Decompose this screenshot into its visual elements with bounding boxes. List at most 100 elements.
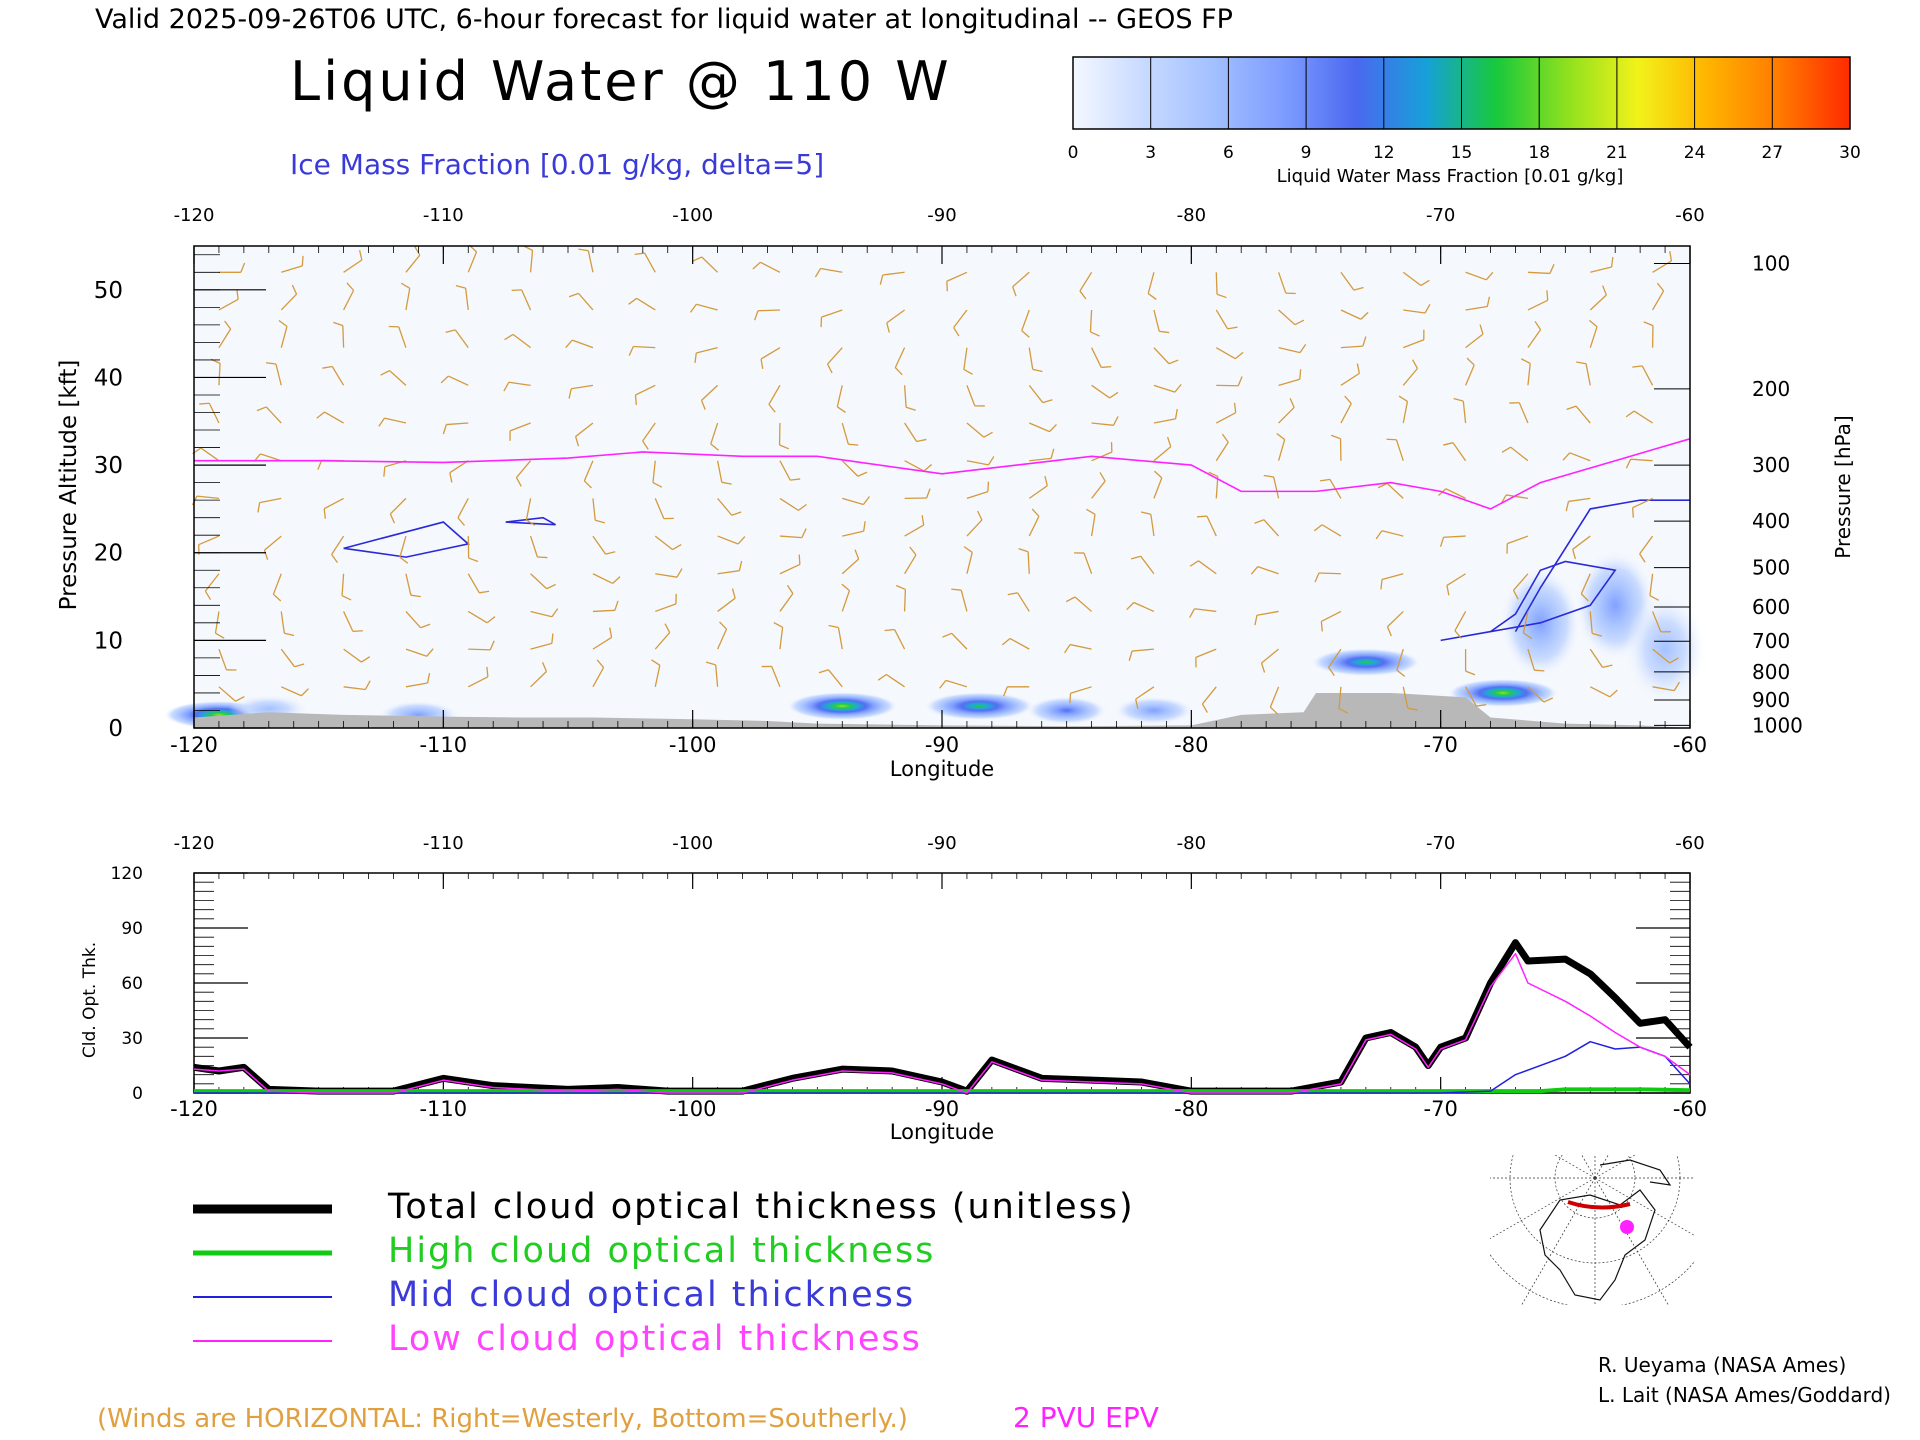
wind-barb-flag	[440, 375, 449, 384]
wind-barb-flag	[199, 402, 210, 405]
wind-barb-flag	[596, 659, 605, 668]
wind-barb	[1589, 611, 1593, 634]
wind-barb-flag	[642, 440, 649, 450]
wind-barb	[405, 682, 428, 688]
wind-barb	[655, 573, 678, 578]
wind-barb	[1278, 309, 1296, 326]
wind-barb	[1452, 442, 1467, 462]
wind-barb	[966, 519, 983, 537]
y-tick-label: 90	[121, 919, 143, 939]
wind-barb-flag	[504, 333, 514, 341]
legend-high: High cloud optical thickness	[388, 1231, 935, 1271]
wind-barb-flag	[1486, 296, 1491, 307]
wind-barb-flag	[1344, 395, 1352, 405]
wind-barb	[263, 535, 282, 551]
wind-barb-flag	[1534, 320, 1542, 330]
wind-barb	[530, 642, 553, 650]
wind-barb-flag	[705, 661, 716, 666]
wind-barb-flag	[1153, 470, 1163, 479]
wind-barb-flag	[294, 663, 305, 668]
wind-barb	[508, 381, 531, 386]
wind-barb	[841, 558, 860, 575]
wind-barb	[343, 290, 355, 311]
wind-barb	[820, 267, 843, 273]
wind-barb-flag	[605, 551, 616, 555]
x-tick-label: -70	[1424, 733, 1458, 757]
x-tick-label-top: -100	[672, 833, 713, 854]
wind-barb-flag	[414, 246, 421, 256]
wind-barb-flag	[886, 322, 890, 333]
subtitle: Ice Mass Fraction [0.01 g/kg, delta=5]	[290, 148, 824, 181]
wind-barb	[1277, 439, 1286, 461]
wind-barb-flag	[526, 519, 536, 526]
wind-barb	[578, 292, 594, 311]
wind-barb	[1633, 410, 1653, 424]
wind-barb	[196, 495, 220, 500]
map-meridian	[1594, 1177, 1695, 1237]
wind-barb	[341, 573, 345, 596]
wind-barb-flag	[1380, 579, 1383, 590]
wind-barb-flag	[963, 546, 973, 553]
wind-barb-flag	[341, 595, 352, 601]
wind-barb	[384, 417, 407, 424]
wind-barb-flag	[651, 659, 661, 666]
wind-barb-flag	[1656, 282, 1665, 292]
wind-barb-flag	[977, 510, 983, 521]
wind-barb	[343, 686, 366, 691]
wind-barb-flag	[884, 628, 895, 632]
wind-barb-flag	[457, 517, 465, 526]
legend: Total cloud optical thickness (unitless)…	[193, 1187, 1133, 1359]
wind-barb	[696, 347, 718, 354]
epv-label: 2 PVU EPV	[1013, 1401, 1159, 1434]
wind-barb	[894, 347, 906, 368]
wind-barb-flag	[316, 411, 325, 419]
wind-barb-flag	[235, 696, 245, 702]
wind-barb	[198, 535, 220, 546]
wind-barb-flag	[420, 623, 431, 629]
wind-barb-flag	[479, 590, 490, 594]
liquid-water-patch	[1448, 678, 1558, 707]
credit-lait: L. Lait (NASA Ames/Goddard)	[1598, 1383, 1891, 1407]
wind-barb	[405, 611, 422, 629]
wind-barb-flag	[1592, 632, 1602, 637]
wind-barb	[1027, 551, 1030, 574]
wind-barb	[449, 460, 469, 474]
wind-barb	[841, 422, 849, 445]
wind-barb-flag	[836, 406, 846, 413]
wind-barb	[1506, 494, 1529, 500]
wind-barb-flag	[257, 502, 261, 513]
wind-barb	[1215, 476, 1219, 499]
wind-barb-flag	[1360, 311, 1369, 320]
wind-barb	[1527, 329, 1542, 349]
wind-barb	[1630, 458, 1653, 462]
wind-barb-flag	[798, 554, 801, 565]
wind-barb	[717, 628, 728, 650]
wind-barb-flag	[694, 352, 697, 363]
wind-barb	[1206, 515, 1217, 537]
wind-barb	[1396, 648, 1404, 671]
wind-barb	[966, 552, 973, 574]
wind-barb-flag	[1168, 359, 1179, 365]
wind-barb-flag	[1313, 524, 1323, 532]
wind-barb-flag	[1227, 326, 1238, 330]
wind-barb-flag	[1588, 319, 1598, 328]
wind-barb	[468, 648, 491, 651]
wind-barb	[265, 406, 282, 424]
colorbar-label: Liquid Water Mass Fraction [0.01 g/kg]	[1277, 166, 1624, 187]
wind-barb	[1195, 648, 1217, 658]
map-route	[1567, 1200, 1631, 1210]
wind-barb-flag	[383, 466, 386, 477]
wind-barb-flag	[1130, 555, 1141, 560]
wind-barb-flag	[614, 600, 619, 611]
liquid-water-patch	[1026, 696, 1107, 725]
wind-barb	[1527, 271, 1550, 275]
wind-barb-flag	[1501, 446, 1511, 453]
wind-barb-flag	[426, 673, 431, 684]
wind-barb-flag	[541, 662, 548, 672]
wind-barb-flag	[1632, 365, 1643, 368]
wind-barb	[654, 632, 671, 650]
ice-contour	[1440, 560, 1617, 642]
top-y2label: Pressure [hPa]	[1831, 415, 1855, 558]
wind-barb-flag	[925, 488, 931, 499]
wind-barb	[1198, 560, 1217, 575]
